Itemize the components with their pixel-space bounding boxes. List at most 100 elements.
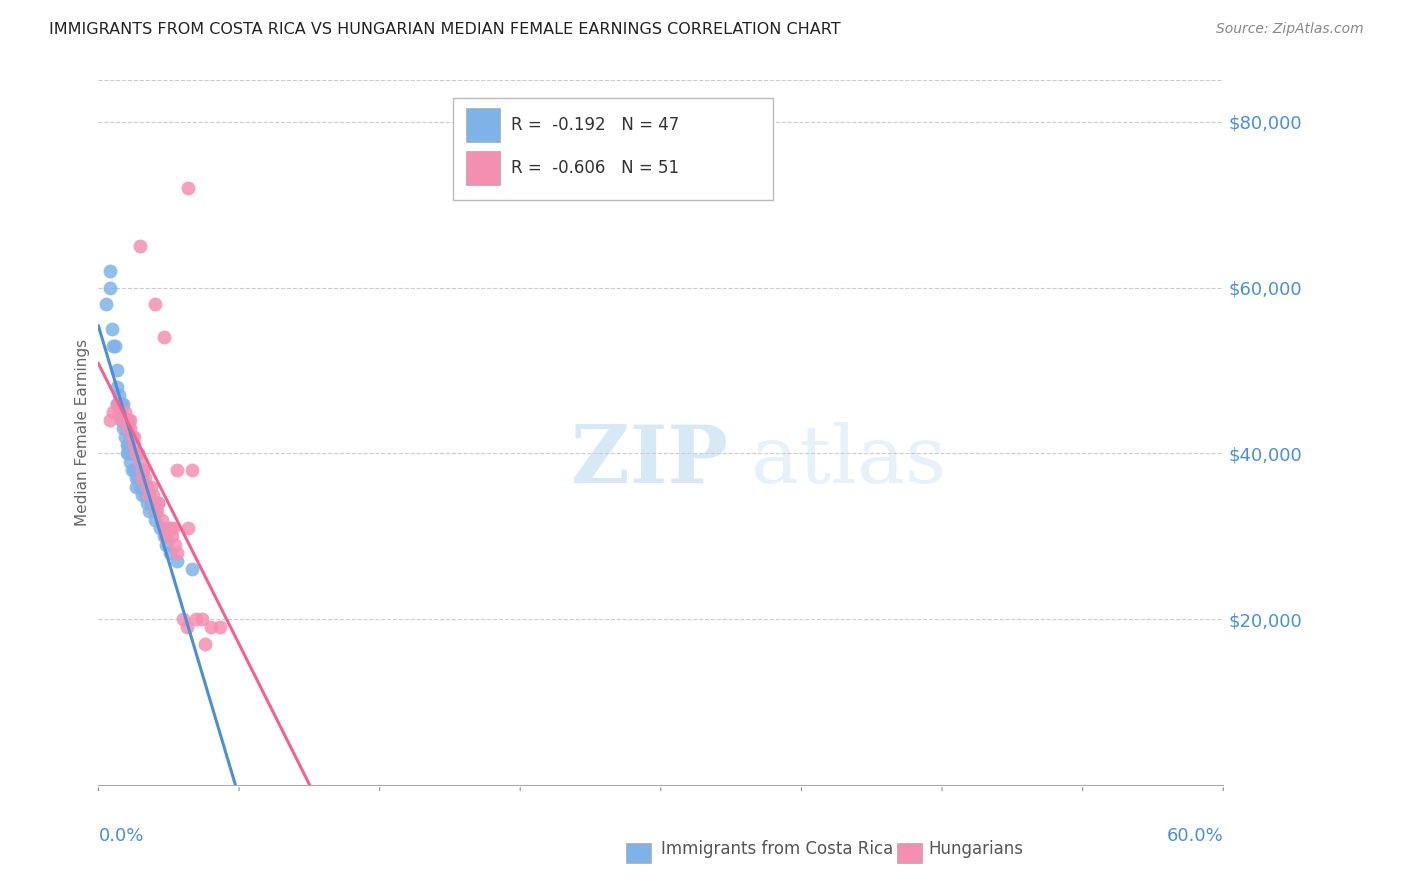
Text: atlas: atlas	[751, 422, 946, 500]
Point	[121, 446, 143, 460]
Point	[194, 637, 217, 651]
Point	[150, 513, 173, 527]
Point	[176, 620, 198, 634]
Point	[122, 463, 145, 477]
Text: IMMIGRANTS FROM COSTA RICA VS HUNGARIAN MEDIAN FEMALE EARNINGS CORRELATION CHART: IMMIGRANTS FROM COSTA RICA VS HUNGARIAN …	[49, 22, 841, 37]
Point	[159, 521, 181, 535]
Point	[143, 297, 166, 311]
Point	[115, 413, 138, 427]
Point	[128, 479, 150, 493]
Point	[155, 537, 177, 551]
Y-axis label: Median Female Earnings: Median Female Earnings	[75, 339, 90, 526]
Point	[104, 338, 127, 352]
Point	[143, 513, 166, 527]
Point	[98, 280, 121, 294]
Point	[145, 504, 167, 518]
Point	[131, 463, 153, 477]
Point	[143, 496, 166, 510]
Point	[128, 455, 150, 469]
Point	[132, 463, 155, 477]
Point	[111, 413, 134, 427]
Point	[136, 496, 159, 510]
Point	[114, 405, 136, 419]
Point	[165, 537, 187, 551]
Point	[117, 438, 139, 452]
Point	[177, 521, 200, 535]
Point	[117, 413, 139, 427]
Bar	[467, 109, 501, 143]
Point	[136, 479, 159, 493]
Point	[128, 239, 150, 253]
Point	[125, 479, 148, 493]
Point	[139, 496, 162, 510]
Point	[138, 488, 160, 502]
Point	[153, 521, 176, 535]
Point	[108, 405, 131, 419]
Point	[98, 413, 121, 427]
Point	[120, 413, 142, 427]
Point	[155, 529, 177, 543]
Point	[105, 380, 128, 394]
Point	[94, 297, 117, 311]
Text: ZIP: ZIP	[571, 422, 728, 500]
Point	[120, 455, 142, 469]
Point	[181, 562, 204, 576]
Point	[134, 488, 156, 502]
Point	[209, 620, 232, 634]
Point	[117, 446, 139, 460]
Point	[108, 396, 131, 410]
Point	[190, 612, 212, 626]
Text: Hungarians: Hungarians	[928, 840, 1024, 858]
Point	[184, 612, 207, 626]
Point	[100, 322, 122, 336]
Bar	[467, 151, 501, 185]
Point	[166, 463, 188, 477]
Point	[166, 546, 188, 560]
Point	[148, 496, 170, 510]
Point	[115, 438, 138, 452]
Point	[181, 463, 204, 477]
Point	[121, 463, 143, 477]
Point	[122, 438, 145, 452]
Point	[162, 521, 184, 535]
Point	[153, 529, 176, 543]
Text: Source: ZipAtlas.com: Source: ZipAtlas.com	[1216, 22, 1364, 37]
Point	[98, 264, 121, 278]
Text: R =  -0.606   N = 51: R = -0.606 N = 51	[512, 159, 679, 177]
Point	[115, 446, 138, 460]
Point	[105, 363, 128, 377]
Point	[103, 405, 125, 419]
Point	[177, 181, 200, 195]
Point	[122, 430, 145, 444]
Point	[149, 521, 172, 535]
Point	[114, 413, 136, 427]
Point	[131, 488, 153, 502]
Point	[132, 479, 155, 493]
Point	[138, 504, 160, 518]
Point	[105, 396, 128, 410]
Point	[166, 554, 188, 568]
Point	[142, 488, 165, 502]
Text: 0.0%: 0.0%	[98, 827, 143, 846]
Point	[153, 330, 176, 344]
Point	[108, 388, 131, 402]
Point	[121, 430, 143, 444]
Point	[127, 446, 149, 460]
Point	[131, 471, 153, 485]
Point	[115, 421, 138, 435]
Point	[200, 620, 222, 634]
Point	[105, 396, 128, 410]
Point	[127, 471, 149, 485]
Point	[143, 504, 166, 518]
Text: Immigrants from Costa Rica: Immigrants from Costa Rica	[661, 840, 893, 858]
Point	[139, 479, 162, 493]
Point	[110, 413, 132, 427]
Point	[159, 546, 181, 560]
Text: 60.0%: 60.0%	[1167, 827, 1223, 846]
Point	[111, 396, 134, 410]
FancyBboxPatch shape	[453, 98, 773, 200]
Point	[111, 421, 134, 435]
Point	[134, 471, 156, 485]
Point	[120, 430, 142, 444]
Point	[125, 446, 148, 460]
